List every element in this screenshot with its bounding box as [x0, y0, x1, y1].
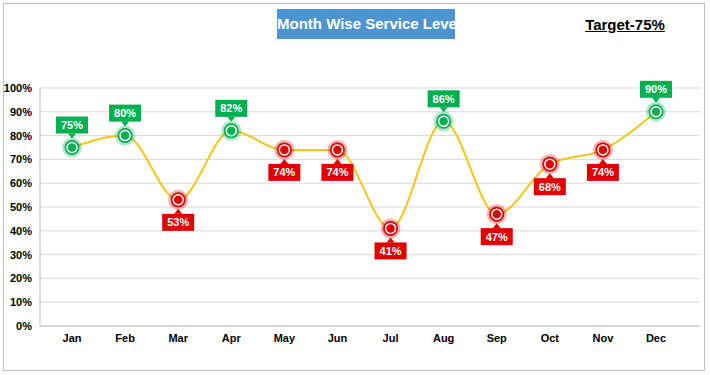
- svg-text:90%: 90%: [645, 83, 667, 95]
- svg-text:80%: 80%: [114, 107, 136, 119]
- svg-text:86%: 86%: [433, 93, 455, 105]
- svg-text:May: May: [274, 332, 296, 344]
- svg-text:Oct: Oct: [541, 332, 560, 344]
- svg-text:Dec: Dec: [646, 332, 666, 344]
- svg-text:Mar: Mar: [168, 332, 188, 344]
- svg-text:53%: 53%: [167, 216, 189, 228]
- svg-text:20%: 20%: [10, 272, 32, 284]
- svg-text:Jan: Jan: [63, 332, 82, 344]
- svg-text:74%: 74%: [592, 166, 614, 178]
- svg-text:68%: 68%: [539, 181, 561, 193]
- svg-text:Jun: Jun: [328, 332, 348, 344]
- svg-text:Apr: Apr: [222, 332, 242, 344]
- svg-text:Sep: Sep: [487, 332, 507, 344]
- svg-text:41%: 41%: [380, 245, 402, 257]
- svg-text:90%: 90%: [10, 106, 32, 118]
- html-text:Target-75%: Target-75%: [585, 16, 665, 33]
- html-text:Month Wise Service Level: Month Wise Service Level: [277, 15, 462, 32]
- svg-text:0%: 0%: [16, 320, 32, 332]
- svg-text:Jul: Jul: [383, 332, 399, 344]
- svg-text:Feb: Feb: [115, 332, 135, 344]
- svg-text:10%: 10%: [10, 296, 32, 308]
- svg-text:50%: 50%: [10, 201, 32, 213]
- svg-text:47%: 47%: [486, 231, 508, 243]
- svg-text:74%: 74%: [326, 166, 348, 178]
- svg-text:Nov: Nov: [593, 332, 615, 344]
- svg-text:100%: 100%: [8, 82, 32, 94]
- svg-text:60%: 60%: [10, 177, 32, 189]
- svg-text:74%: 74%: [273, 166, 295, 178]
- svg-text:70%: 70%: [10, 153, 32, 165]
- svg-text:80%: 80%: [10, 130, 32, 142]
- svg-text:40%: 40%: [10, 225, 32, 237]
- svg-text:Aug: Aug: [433, 332, 454, 344]
- svg-text:75%: 75%: [61, 119, 83, 131]
- svg-text:82%: 82%: [220, 102, 242, 114]
- svg-text:30%: 30%: [10, 249, 32, 261]
